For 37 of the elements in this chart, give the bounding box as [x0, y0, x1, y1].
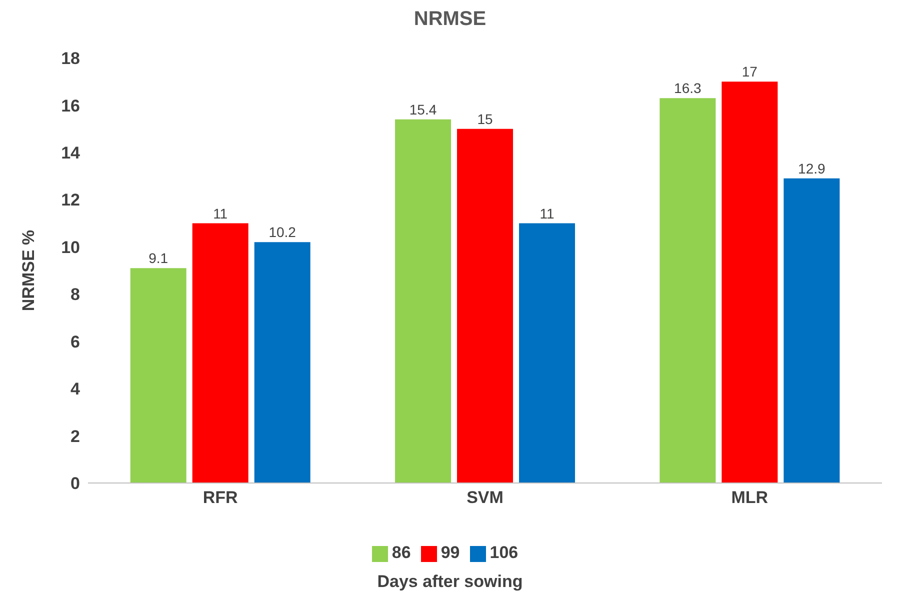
y-tick-label: 4 [70, 380, 81, 399]
data-label: 11 [540, 205, 554, 222]
bar [784, 178, 840, 483]
data-label: 17 [742, 64, 758, 80]
bar [519, 223, 576, 483]
x-axis-title: Days after sowing [376, 572, 524, 592]
data-label: 12.9 [798, 160, 826, 176]
bar [192, 223, 248, 483]
bar [395, 119, 452, 483]
bar [457, 128, 514, 483]
chart-title: NRMSE [412, 8, 488, 32]
data-label: 15.4 [409, 101, 437, 118]
bar [130, 268, 186, 483]
y-tick-label: 14 [61, 143, 81, 162]
data-label: 9.1 [148, 250, 168, 266]
y-tick-label: 0 [70, 474, 80, 494]
x-tick-label: RFR [202, 488, 238, 508]
y-tick-label: 10 [61, 238, 80, 257]
data-label: 10.2 [268, 224, 296, 240]
legend-label: 99 [440, 543, 460, 562]
data-label: 16.3 [674, 80, 702, 96]
legend-label: 86 [392, 543, 411, 562]
x-tick-label: SVM [466, 488, 504, 508]
data-label: 15 [477, 110, 494, 127]
y-tick-label: 6 [70, 332, 80, 352]
data-label: 11 [213, 205, 228, 222]
x-tick-label: MLR [731, 488, 768, 508]
y-axis-title: NRMSE % [19, 230, 38, 312]
bar [722, 82, 778, 483]
legend-label: 106 [490, 543, 518, 562]
y-tick-label: 18 [61, 49, 80, 68]
y-tick-label: 12 [61, 190, 80, 210]
bar [254, 242, 310, 483]
bar [660, 98, 716, 483]
y-tick-label: 2 [70, 426, 80, 446]
y-tick-label: 16 [61, 96, 80, 116]
y-tick-label: 8 [70, 285, 80, 304]
